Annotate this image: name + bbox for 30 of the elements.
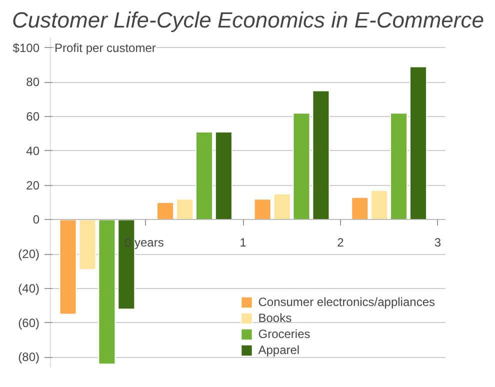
bar <box>156 202 174 220</box>
bar <box>214 132 232 220</box>
bar <box>254 198 272 220</box>
y-tick-label: (40) <box>18 281 40 296</box>
legend-label: Books <box>258 311 292 325</box>
y-tick-label: 20 <box>26 178 40 192</box>
bar <box>98 219 116 365</box>
y-tick-label: (20) <box>18 247 40 262</box>
chart-title: Customer Life-Cycle Economics in E-Commerce <box>12 8 484 32</box>
legend-label: Consumer electronics/appliances <box>258 295 435 309</box>
legend-label: Apparel <box>258 343 300 357</box>
bar <box>409 66 428 220</box>
y-tick-label: 0 <box>32 212 40 227</box>
bar <box>390 112 408 220</box>
y-axis-title: Profit per customer <box>54 40 156 55</box>
y-tick-label: $100 <box>12 40 40 55</box>
bar <box>118 219 136 310</box>
bar <box>176 198 194 220</box>
x-tick-label: 1 <box>240 236 247 250</box>
legend-label: Groceries <box>258 327 310 341</box>
y-tick-label: (80) <box>18 350 40 364</box>
x-tick-label: 3 <box>434 236 442 250</box>
bar <box>351 196 369 220</box>
y-tick-label: (60) <box>18 316 40 330</box>
bar <box>370 190 388 220</box>
x-tick-label: 2 <box>337 236 344 250</box>
bar <box>195 132 213 220</box>
y-tick-label: 80 <box>26 75 40 90</box>
y-tick-label: 40 <box>26 144 40 158</box>
y-tick-label: 60 <box>26 110 40 124</box>
